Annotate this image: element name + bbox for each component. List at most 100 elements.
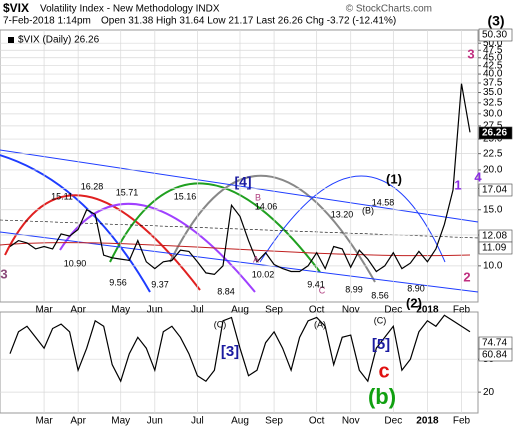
oscillator-panel	[0, 311, 479, 414]
y-tick-label: 20.0	[483, 165, 503, 176]
y-tick-label: 47.5	[483, 45, 503, 56]
annotation: 15.71	[116, 187, 139, 197]
annotation: 14.58	[372, 197, 395, 207]
value-badge	[478, 348, 513, 362]
x-tick-label: Jul	[191, 305, 204, 316]
x-tick-label: Jun	[147, 305, 163, 316]
annotation: [5]	[372, 336, 390, 353]
value-badge	[478, 126, 513, 140]
value-badge-label: 74.74	[482, 338, 507, 349]
x-tick-label: Nov	[342, 416, 360, 427]
annotation: [4]	[234, 174, 251, 190]
x-tick-label: Apr	[70, 305, 86, 316]
legend-swatch	[8, 37, 14, 43]
annotation: 9.41	[307, 279, 325, 289]
copyright: © StockCharts.com	[346, 4, 432, 15]
y-tick-label: 20	[483, 387, 495, 398]
x-tick-label: Dec	[384, 305, 402, 316]
chart-title: Volatility Index - New Methodology INDX	[40, 4, 220, 15]
moving-average	[0, 242, 471, 257]
x-tick-label: Aug	[231, 416, 249, 427]
x-tick-label: Dec	[384, 416, 402, 427]
x-tick-label: Feb	[453, 416, 471, 427]
x-tick-label: Jul	[191, 416, 204, 427]
x-tick-label: Nov	[342, 305, 360, 316]
annotation: 13.20	[331, 209, 354, 219]
y-tick-label: 35.0	[483, 87, 503, 98]
symbol: $VIX	[3, 1, 29, 15]
y-tick-label: 30.0	[483, 108, 503, 119]
annotation: A	[253, 254, 259, 264]
annotation: 3	[467, 46, 474, 61]
trend-line	[0, 231, 479, 293]
annotation: 3	[0, 266, 7, 281]
x-tick-label: 2018	[416, 416, 439, 427]
y-tick-label: 42.5	[483, 60, 503, 71]
annotation: 4	[474, 169, 482, 184]
price-panel	[0, 29, 479, 303]
annotation: 16.28	[81, 181, 104, 191]
x-tick-label: May	[111, 305, 130, 316]
annotation: 8.56	[371, 290, 389, 300]
annotation: (A)	[314, 319, 326, 329]
x-tick-label: Mar	[35, 305, 53, 316]
annotation: c	[378, 360, 389, 382]
annotation: 14.06	[255, 201, 278, 211]
arc	[169, 174, 376, 283]
annotation: 15.11	[51, 191, 73, 201]
x-tick-label: Mar	[35, 416, 53, 427]
annotation: B	[255, 192, 261, 202]
annotation: (C)	[214, 319, 227, 329]
annotation: 15.16	[174, 191, 197, 201]
annotation: 10.90	[64, 258, 87, 268]
annotation: 10.02	[252, 269, 275, 279]
stats: Open 31.38 High 31.64 Low 21.17 Last 26.…	[101, 16, 396, 27]
x-tick-label: Oct	[309, 305, 325, 316]
x-tick-label: Feb	[453, 305, 471, 316]
cycle-arcs	[0, 149, 479, 293]
y-tick-label: 37.5	[483, 78, 503, 89]
annotation: (2)	[406, 295, 422, 310]
y-tick-label: 40.0	[483, 69, 503, 80]
annotation: C	[319, 285, 326, 295]
x-tick-label: Oct	[309, 416, 325, 427]
annotation: (B)	[362, 205, 374, 215]
value-badge	[478, 241, 513, 255]
value-badge-label: 50.30	[482, 30, 507, 41]
x-tick-label: Sep	[265, 416, 283, 427]
value-badge-label: 26.26	[482, 128, 507, 139]
y-tick-label: 15.0	[483, 204, 503, 215]
date: 7-Feb-2018 1:14pm	[3, 16, 91, 27]
y-tick-label: 10.0	[483, 260, 503, 271]
x-tick-label: Sep	[265, 305, 283, 316]
value-badge-label: 17.04	[482, 185, 507, 196]
annotation: 8.99	[345, 284, 363, 294]
x-tick-label: May	[111, 416, 130, 427]
arc	[259, 175, 446, 263]
x-tick-label: Aug	[231, 305, 249, 316]
annotation: (3)	[487, 13, 504, 29]
price-line	[9, 83, 471, 276]
value-badge	[478, 183, 513, 197]
arc	[4, 194, 201, 291]
annotation: 8.90	[407, 283, 425, 293]
annotation: [3]	[221, 343, 239, 360]
x-tick-label: Jun	[147, 416, 163, 427]
y-tick-label: 22.5	[483, 148, 503, 159]
x-tick-label: 2018	[416, 305, 439, 316]
annotation: (C)	[374, 315, 387, 325]
y-tick-label: 45.0	[483, 52, 503, 63]
annotation: 8.84	[217, 286, 235, 296]
value-badge-label: 60.84	[482, 350, 507, 361]
annotation: (1)	[386, 171, 402, 186]
annotation: (b)	[368, 384, 396, 409]
arc	[109, 182, 321, 273]
x-tick-label: Apr	[70, 416, 86, 427]
y-tick-label: 50.0	[483, 38, 503, 49]
price-line	[9, 314, 471, 383]
annotation: 9.37	[151, 279, 169, 289]
legend: $VIX (Daily) 26.26	[18, 35, 100, 46]
annotation: 9.56	[109, 277, 127, 287]
annotation: 2	[463, 269, 470, 284]
